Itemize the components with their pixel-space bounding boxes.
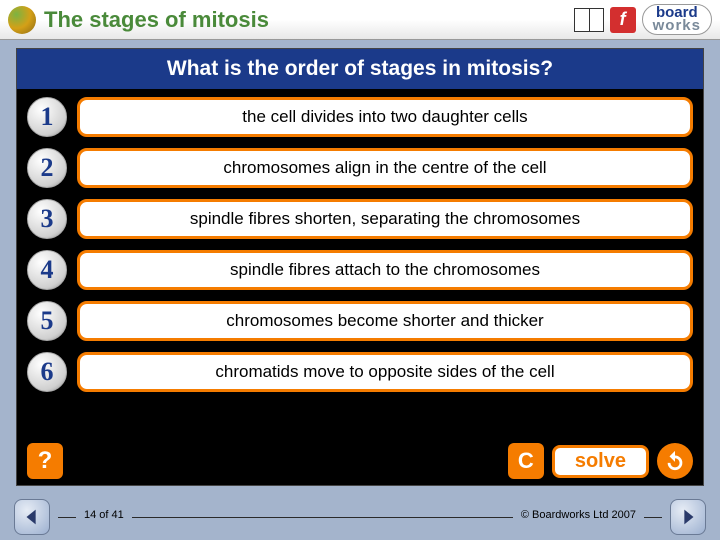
help-button[interactable]: ?: [27, 443, 63, 479]
prev-button[interactable]: [14, 499, 50, 535]
answer-box[interactable]: the cell divides into two daughter cells: [77, 97, 693, 137]
footer: 14 of 41 © Boardworks Ltd 2007: [0, 494, 720, 540]
number-badge: 4: [27, 250, 67, 290]
list-item: 1 the cell divides into two daughter cel…: [27, 97, 693, 137]
question-banner: What is the order of stages in mitosis?: [17, 49, 703, 89]
activity-stage: What is the order of stages in mitosis? …: [16, 48, 704, 486]
number-badge: 3: [27, 199, 67, 239]
number-badge: 5: [27, 301, 67, 341]
page-title: The stages of mitosis: [44, 7, 574, 33]
copyright-text: © Boardworks Ltd 2007: [513, 507, 644, 523]
book-icon[interactable]: [574, 8, 604, 32]
list-item: 6 chromatids move to opposite sides of t…: [27, 352, 693, 392]
answer-box[interactable]: chromosomes align in the centre of the c…: [77, 148, 693, 188]
number-badge: 2: [27, 148, 67, 188]
list-item: 4 spindle fibres attach to the chromosom…: [27, 250, 693, 290]
globe-icon: [8, 6, 36, 34]
number-badge: 6: [27, 352, 67, 392]
solve-button[interactable]: solve: [552, 445, 649, 478]
header-actions: f board works: [574, 4, 712, 36]
answer-box[interactable]: chromatids move to opposite sides of the…: [77, 352, 693, 392]
list-item: 5 chromosomes become shorter and thicker: [27, 301, 693, 341]
footer-divider: 14 of 41 © Boardworks Ltd 2007: [58, 517, 662, 518]
reset-button[interactable]: [657, 443, 693, 479]
answer-box[interactable]: chromosomes become shorter and thicker: [77, 301, 693, 341]
answer-box[interactable]: spindle fibres attach to the chromosomes: [77, 250, 693, 290]
page-indicator: 14 of 41: [76, 507, 132, 523]
boardworks-logo: board works: [642, 4, 712, 36]
answer-box[interactable]: spindle fibres shorten, separating the c…: [77, 199, 693, 239]
answer-list: 1 the cell divides into two daughter cel…: [17, 89, 703, 392]
list-item: 2 chromosomes align in the centre of the…: [27, 148, 693, 188]
flash-icon[interactable]: f: [610, 7, 636, 33]
arrow-left-icon: [21, 506, 43, 528]
next-button[interactable]: [670, 499, 706, 535]
check-button[interactable]: C: [508, 443, 544, 479]
header-bar: The stages of mitosis f board works: [0, 0, 720, 40]
undo-icon: [664, 450, 686, 472]
arrow-right-icon: [677, 506, 699, 528]
list-item: 3 spindle fibres shorten, separating the…: [27, 199, 693, 239]
logo-text-bottom: works: [653, 20, 701, 33]
control-bar: ? C solve: [27, 443, 693, 479]
number-badge: 1: [27, 97, 67, 137]
